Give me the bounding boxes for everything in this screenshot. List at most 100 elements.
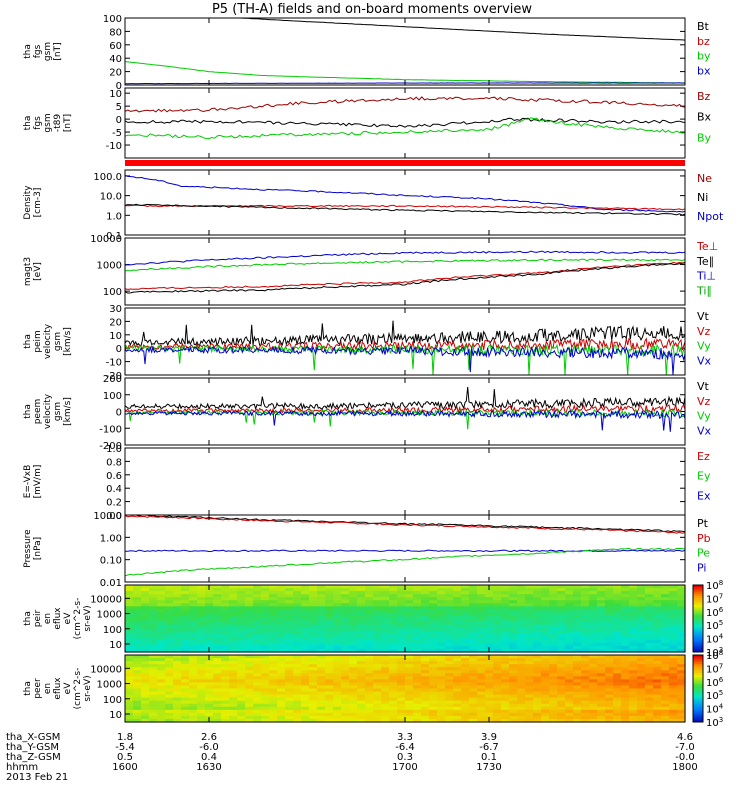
peir-en-eflux-cell [509,591,518,595]
pressure-ytick-label: 10.00 [93,511,122,522]
peir-en-eflux-cell [413,633,422,638]
peir-en-eflux-cell [269,600,278,604]
peir-en-eflux-cell [589,597,598,601]
peer-en-eflux-cell [173,688,182,693]
peir-en-eflux-cell [365,603,374,607]
peir-en-eflux-cell [285,645,294,650]
peer-en-eflux-cell [501,703,510,708]
peir-en-eflux-cell [517,591,526,595]
peer-en-eflux-cell [125,661,134,665]
peir-en-eflux-cell [381,588,390,592]
peer-en-eflux-ylabel-line: peer [33,678,43,699]
peer-en-eflux-cell [389,712,398,717]
peir-en-eflux-cell [445,618,454,623]
peir-en-eflux-cell [269,636,278,641]
peer-en-eflux-cell [613,670,622,674]
peir-en-eflux-cell [637,630,646,635]
velocity-2-ytick-label: 0 [116,408,122,419]
peir-en-eflux-cell [549,600,558,604]
peer-en-eflux-cell [573,694,582,699]
peer-en-eflux-cell [213,691,222,696]
peir-en-eflux-cell [261,600,270,604]
peer-en-eflux-cell [285,694,294,699]
peer-en-eflux-cell [261,718,270,723]
peir-en-eflux-cell [485,615,494,620]
peer-en-eflux-cell [245,670,254,674]
peer-en-eflux-cell [245,685,254,690]
peer-en-eflux-cell [277,700,286,705]
peir-en-eflux-cell [261,609,270,614]
peer-en-eflux-cell [349,679,358,684]
fgs-gsm-sub-series-Bx [124,117,686,128]
peer-en-eflux-cell [293,682,302,687]
peer-en-eflux-cell [637,691,646,696]
peer-en-eflux-cell [445,709,454,714]
peir-en-eflux-cell [677,624,686,629]
peer-en-eflux-cell [565,718,574,723]
peer-en-eflux-cell [197,688,206,693]
peer-en-eflux-cell [245,661,254,665]
peer-en-eflux-cell [621,682,630,687]
peer-en-eflux-cell [261,667,270,671]
peir-en-eflux-cell [477,591,486,595]
peer-en-eflux-cell [677,655,686,659]
peir-en-eflux-cell [301,618,310,623]
peir-en-eflux-cell [253,642,262,647]
peir-en-eflux-cell [325,618,334,623]
peer-en-eflux-cell [173,655,182,659]
peer-en-eflux-cell [653,685,662,690]
peir-en-eflux-cell [197,597,206,601]
peir-en-eflux-cell [165,621,174,626]
peir-en-eflux-cell [565,645,574,650]
peer-en-eflux-cell [669,685,678,690]
peer-en-eflux-cell [253,670,262,674]
fgs-gsm-sub-ytick-label: -5 [112,128,122,139]
peer-en-eflux-cell [357,703,366,708]
peir-en-eflux-cell [389,630,398,635]
peer-en-eflux-cell [413,670,422,674]
peer-en-eflux-cell [237,697,246,702]
peer-en-eflux-cell [221,688,230,693]
peer-en-eflux-cell [597,679,606,684]
peir-en-eflux-cell [149,630,158,635]
peer-en-eflux-cell [621,700,630,705]
peir-en-eflux-cell [189,597,198,601]
peer-en-eflux-cell [253,688,262,693]
peer-en-eflux-cell [677,685,686,690]
peir-en-eflux-cell [365,615,374,620]
peir-en-eflux-cell [269,606,278,610]
peir-en-eflux-cell [149,594,158,598]
peir-en-eflux-cell [477,618,486,623]
peer-en-eflux-cell [429,667,438,671]
peer-en-eflux-cell [525,685,534,690]
peir-en-eflux-cell [485,603,494,607]
peer-en-eflux-cell [445,718,454,723]
peer-en-eflux-cell [253,718,262,723]
peir-en-eflux-cell [197,618,206,623]
peir-en-eflux-cell [373,591,382,595]
peir-en-eflux-cell [405,633,414,638]
peir-en-eflux-cell [181,615,190,620]
peer-en-eflux-cell [517,709,526,714]
peer-en-eflux-cell [661,700,670,705]
peir-en-eflux-cell [157,639,166,644]
peir-en-eflux-cell [565,630,574,635]
peer-en-eflux-cell [133,679,142,684]
peir-en-eflux-cell [621,588,630,592]
peer-en-eflux-cell [485,679,494,684]
peir-en-eflux-cell [261,612,270,617]
peir-en-eflux-cell [405,594,414,598]
peer-en-eflux-cell [677,670,686,674]
peir-en-eflux-cell [629,585,638,589]
peer-en-eflux-colorbar-label: 108 [706,649,723,662]
peir-en-eflux-cell [453,624,462,629]
temperature-ylabel-line: magt3 [23,257,33,286]
peer-en-eflux-cell [477,685,486,690]
peer-en-eflux-cell [277,670,286,674]
peir-en-eflux-cell [605,609,614,614]
peer-en-eflux-cell [181,685,190,690]
peir-en-eflux-cell [237,618,246,623]
peer-en-eflux-cell [597,664,606,668]
peir-en-eflux-cell [285,624,294,629]
peer-en-eflux-cell [373,691,382,696]
